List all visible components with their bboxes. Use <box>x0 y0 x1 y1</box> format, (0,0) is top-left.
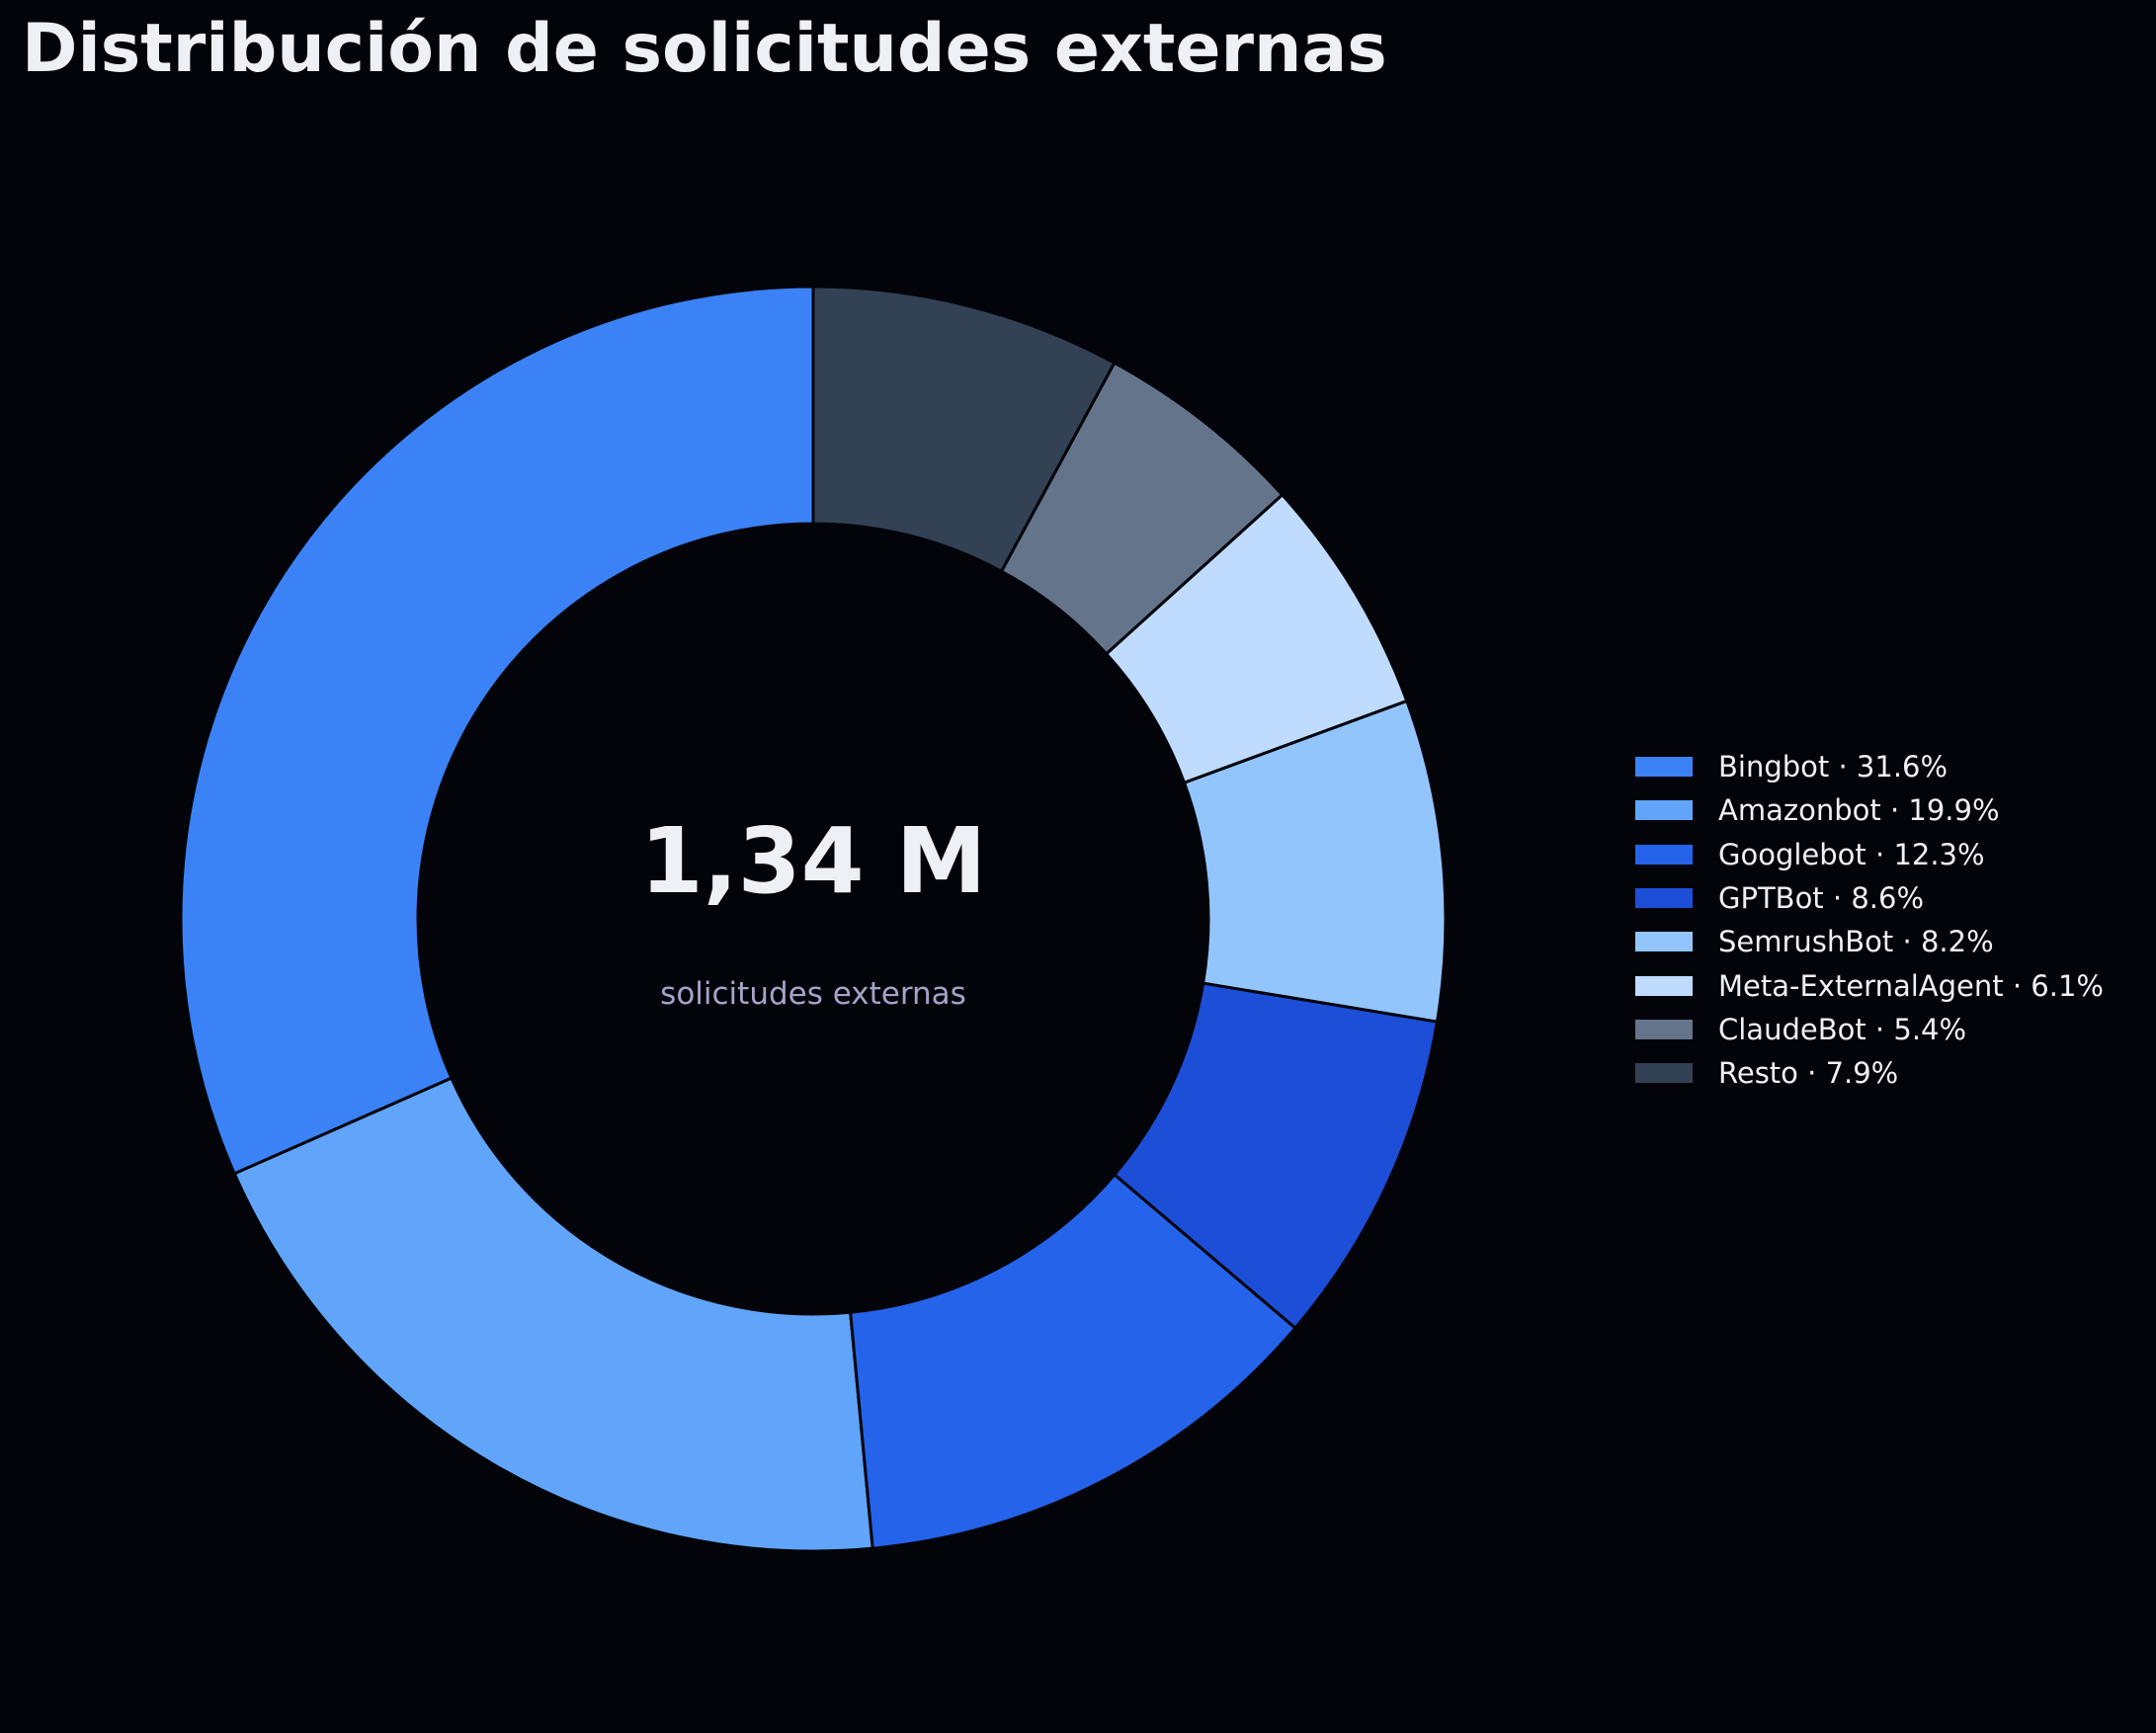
chart-legend: Bingbot · 31.6% Amazonbot · 19.9% Googlebo… <box>1635 745 2104 1095</box>
legend-swatch <box>1635 932 1693 952</box>
center-total-value: 1,34 M <box>640 808 987 914</box>
legend-label: GPTBot · 8.6% <box>1718 881 1925 916</box>
legend-label: Resto · 7.9% <box>1718 1056 1899 1091</box>
legend-item-claudebot: ClaudeBot · 5.4% <box>1635 1008 2104 1051</box>
legend-item-resto: Resto · 7.9% <box>1635 1051 2104 1095</box>
legend-swatch <box>1635 975 1693 996</box>
slice-bingbot <box>179 285 815 1176</box>
donut-slices <box>179 285 1448 1553</box>
legend-label: ClaudeBot · 5.4% <box>1718 1012 1967 1046</box>
legend-label: Amazonbot · 19.9% <box>1718 793 2000 828</box>
chart-title: Distribución de solicitudes externas <box>22 10 1387 88</box>
legend-swatch <box>1635 757 1693 778</box>
slice-amazonbot <box>232 1076 874 1553</box>
legend-label: Bingbot · 31.6% <box>1718 750 1949 784</box>
legend-item-googlebot: Googlebot · 12.3% <box>1635 833 2104 876</box>
legend-item-amazonbot: Amazonbot · 19.9% <box>1635 788 2104 832</box>
legend-label: Googlebot · 12.3% <box>1718 837 1985 871</box>
center-total-label: solicitudes externas <box>660 976 966 1012</box>
legend-swatch <box>1635 1019 1693 1039</box>
legend-label: Meta-ExternalAgent · 6.1% <box>1718 968 2104 1003</box>
legend-label: SemrushBot · 8.2% <box>1718 925 1994 959</box>
legend-item-semrushbot: SemrushBot · 8.2% <box>1635 920 2104 963</box>
legend-item-bingbot: Bingbot · 31.6% <box>1635 745 2104 788</box>
slice-resto <box>811 285 1117 574</box>
legend-swatch <box>1635 800 1693 821</box>
legend-item-gptbot: GPTBot · 8.6% <box>1635 876 2104 920</box>
legend-swatch <box>1635 1063 1693 1084</box>
legend-item-meta-externalagent: Meta-ExternalAgent · 6.1% <box>1635 963 2104 1007</box>
slice-googlebot <box>849 1172 1298 1550</box>
legend-swatch <box>1635 844 1693 865</box>
legend-swatch <box>1635 888 1693 909</box>
